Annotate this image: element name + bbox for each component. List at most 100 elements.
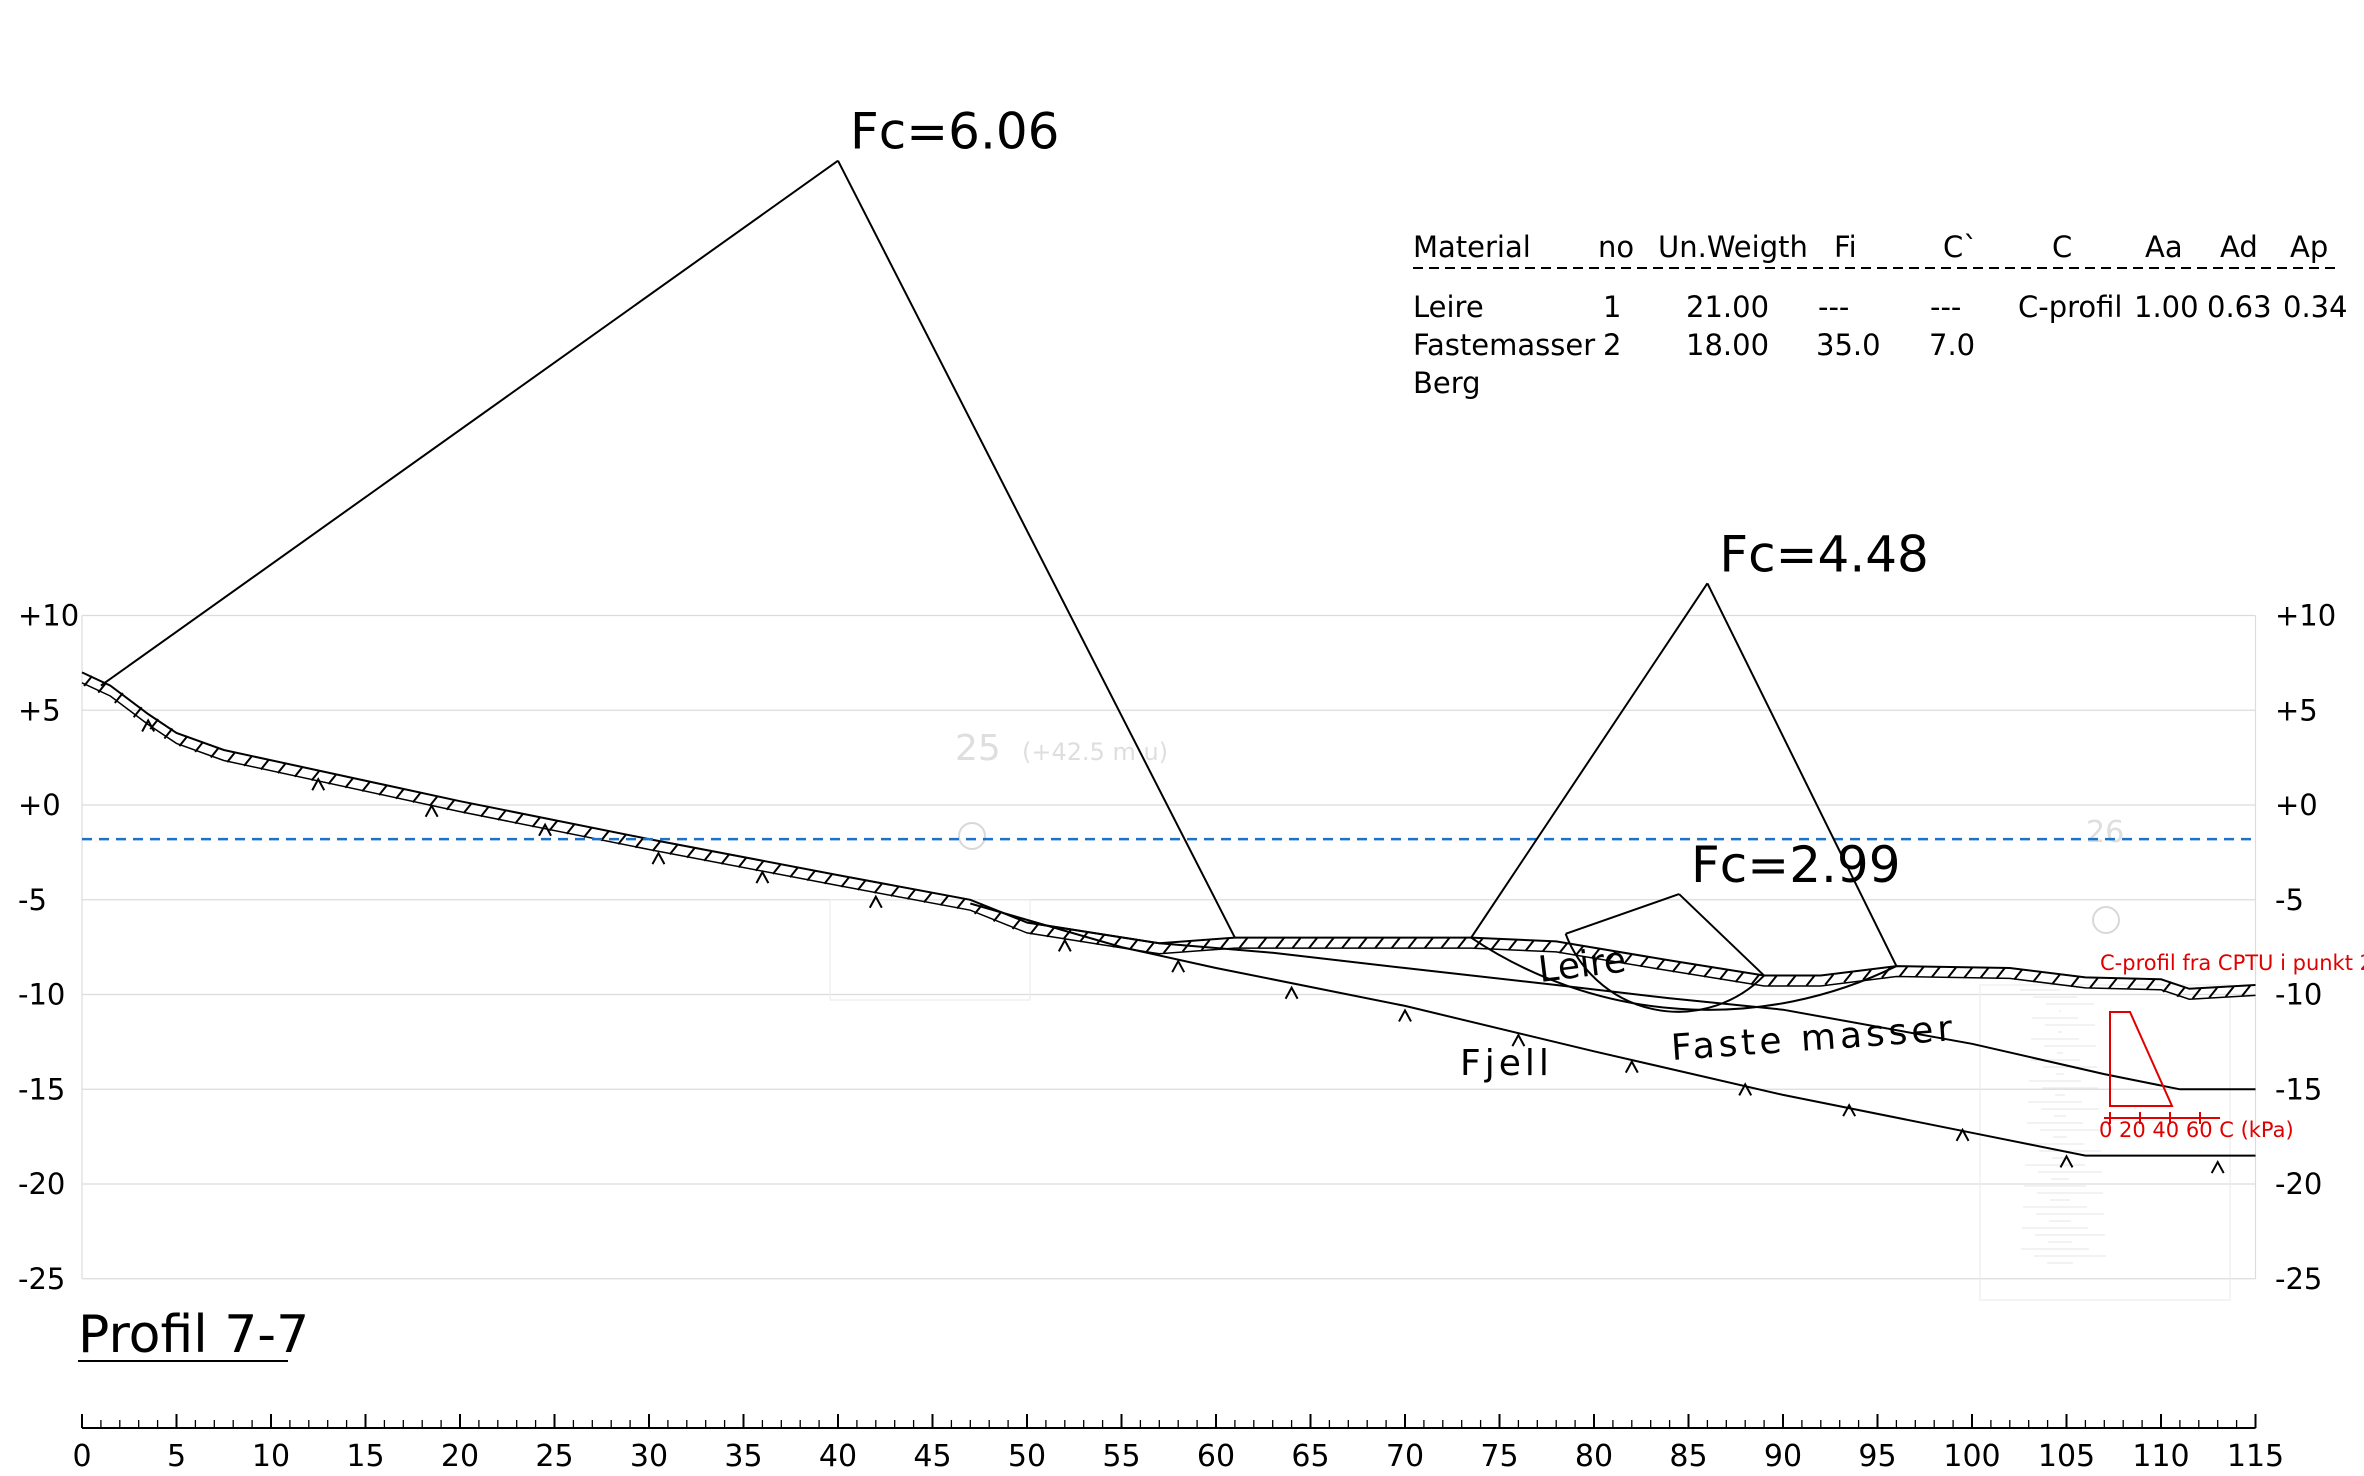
x-tick-label: 25	[535, 1439, 573, 1474]
surface-hatch-mark	[2107, 977, 2118, 990]
profile-title: Profil 7-7	[78, 1305, 309, 1365]
surface-hatch-mark	[565, 823, 576, 835]
table-cell-material: Berg	[1413, 366, 1481, 400]
x-tick-label: 50	[1008, 1439, 1046, 1474]
rock-tick-mark	[1738, 1082, 1753, 1096]
surface-hatch-mark	[479, 806, 490, 818]
surface-hatch-mark	[1341, 937, 1351, 949]
surface-hatch-mark	[686, 846, 696, 859]
surface-hatch-mark	[1558, 942, 1569, 954]
safety-factor-label: Fc=4.48	[1719, 525, 1928, 583]
surface-hatch-mark	[260, 758, 270, 771]
x-tick-label: 75	[1480, 1439, 1518, 1474]
safety-factor-label: Fc=2.99	[1691, 836, 1900, 894]
surface-hatch-mark	[923, 891, 933, 903]
table-cell-no: 2	[1603, 328, 1621, 362]
surface-hatch-mark	[1507, 939, 1518, 951]
faint-sounding-frame	[1979, 984, 2231, 1301]
clay-base-line	[1026, 921, 2256, 1091]
table-header-aa: Aa	[2145, 230, 2183, 264]
surface-hatch-mark	[1767, 975, 1778, 987]
surface-hatch-mark	[445, 799, 456, 811]
surface-hatch-mark	[1357, 937, 1368, 949]
surface-hatch-mark	[1524, 939, 1535, 952]
surface-hatch-mark	[1862, 969, 1872, 981]
soil-label-firm: Faste masser	[1670, 1008, 1958, 1069]
surface-hatch-mark	[1257, 937, 1268, 949]
surface-hatch-mark	[1639, 956, 1650, 968]
surface-hatch-mark	[1671, 961, 1682, 973]
x-tick-label: 0	[72, 1439, 91, 1474]
x-tick-label: 10	[252, 1439, 290, 1474]
x-tick-label: 35	[724, 1439, 762, 1474]
surface-hatch-mark	[583, 826, 593, 838]
surface-hatch-mark	[178, 735, 189, 747]
surface-hatch-mark	[514, 812, 524, 825]
surface-hatch-mark	[1623, 953, 1633, 965]
surface-hatch-mark	[840, 876, 851, 888]
c-profile-shape	[2109, 1011, 2174, 1107]
y-tick-label-right: -15	[2275, 1072, 2322, 1106]
y-axis-labels: +10 +10 +5 +5 +0 +0 -5 -5 -10 -10 -15 -15 -20 -20 -25 -…	[18, 599, 2336, 1296]
surface-hatch-mark	[617, 833, 628, 845]
surface-hatch-mark	[668, 843, 679, 855]
y-tick-label-right: -5	[2275, 883, 2304, 917]
surface-hatch-mark	[1574, 945, 1585, 957]
surface-hatch-mark	[2162, 981, 2172, 993]
surface-hatch-mark	[890, 885, 900, 897]
surface-hatch-mark	[2241, 985, 2252, 997]
surface-hatch-mark	[1607, 950, 1617, 962]
safety-factor-label: Fc=6.06	[850, 103, 1059, 161]
surface-hatch-mark	[2126, 978, 2137, 990]
surface-hatch-mark	[378, 784, 388, 796]
faint-borehole-symbol	[958, 822, 986, 850]
x-tick-label: 105	[2038, 1439, 2095, 1474]
surface-hatch-mark	[772, 863, 782, 875]
surface-hatch-mark	[83, 675, 93, 687]
x-tick-label: 90	[1764, 1439, 1802, 1474]
surface-hatch-mark	[277, 762, 287, 774]
surface-hatch-mark	[806, 869, 817, 882]
surface-hatch-mark	[163, 727, 174, 740]
x-tick-label: 5	[167, 1439, 186, 1474]
table-cell-unweight: 21.00	[1686, 290, 1769, 324]
surface-hatch-mark	[1390, 937, 1401, 949]
slip-surface-arc	[1470, 936, 1897, 1011]
surface-hatch-mark	[973, 903, 984, 915]
rock-tick-mark	[868, 894, 883, 909]
surface-hatch-mark	[194, 741, 204, 753]
surface-hatch-mark	[2176, 986, 2187, 998]
slip-geometry	[82, 159, 2256, 1013]
table-header-material: Material	[1413, 230, 1531, 264]
surface-hatch-mark	[1947, 966, 1957, 978]
table-cell-c-eff: 7.0	[1929, 328, 1975, 362]
surface-hatch-mark	[2032, 971, 2042, 983]
surface-hatch-mark	[1786, 975, 1797, 987]
table-header-no: no	[1598, 230, 1634, 264]
x-tick-label: 65	[1291, 1439, 1329, 1474]
x-tick-label: 30	[630, 1439, 668, 1474]
soil-label-clay: Leire	[1536, 940, 1628, 991]
rock-tick-mark	[424, 803, 439, 818]
surface-hatch-mark	[1374, 937, 1384, 949]
surface-hatch-mark	[327, 773, 338, 785]
surface-hatch-mark	[210, 746, 220, 759]
surface-hatch-mark	[1541, 940, 1552, 952]
surface-hatch-mark	[703, 850, 713, 862]
x-tick-label: 110	[2132, 1439, 2189, 1474]
table-header-c: C	[2052, 230, 2072, 264]
slip-circle-radius-right	[837, 160, 1236, 939]
table-header-unweight: Un.Weigth	[1658, 230, 1808, 264]
surface-hatch-mark	[1687, 963, 1698, 976]
ground-profile	[81, 671, 2256, 1174]
x-tick-label: 70	[1386, 1439, 1424, 1474]
y-tick-label-left: +5	[18, 693, 61, 727]
surface-hatch-mark	[2145, 978, 2156, 991]
y-tick-label-right: +5	[2275, 693, 2318, 727]
surface-hatch-mark	[531, 816, 542, 828]
y-tick-label-left: -10	[18, 978, 65, 1012]
table-cell-material: Leire	[1413, 290, 1484, 324]
surface-hatch-mark	[1490, 938, 1501, 950]
surface-hatch-mark	[1145, 941, 1155, 953]
safety-factor-labels: Fc=6.06 Fc=4.48 Fc=2.99	[850, 103, 1929, 894]
